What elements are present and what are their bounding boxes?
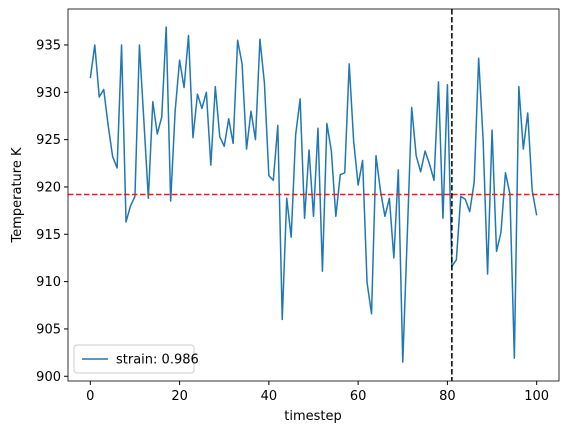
x-tick-label: 100 bbox=[524, 389, 549, 404]
y-tick-label: 905 bbox=[36, 322, 61, 337]
y-tick-label: 915 bbox=[36, 228, 61, 243]
x-tick-label: 40 bbox=[261, 389, 278, 404]
x-tick-label: 60 bbox=[350, 389, 367, 404]
legend-label: strain: 0.986 bbox=[116, 353, 199, 368]
y-tick-label: 930 bbox=[36, 86, 61, 101]
data-line bbox=[89, 26, 538, 363]
y-tick-label: 925 bbox=[36, 133, 61, 148]
x-axis-label: timestep bbox=[284, 409, 342, 424]
y-tick-label: 920 bbox=[36, 180, 61, 195]
y-tick-label: 900 bbox=[36, 370, 61, 385]
y-axis-label: Temperature K bbox=[10, 147, 25, 243]
x-tick-label: 20 bbox=[171, 389, 188, 404]
plot-frame bbox=[67, 8, 560, 382]
y-tick-label: 910 bbox=[36, 275, 61, 290]
y-tick-label: 935 bbox=[36, 38, 61, 53]
x-tick-label: 80 bbox=[439, 389, 456, 404]
x-tick-label: 0 bbox=[86, 389, 94, 404]
legend-box bbox=[73, 344, 195, 374]
